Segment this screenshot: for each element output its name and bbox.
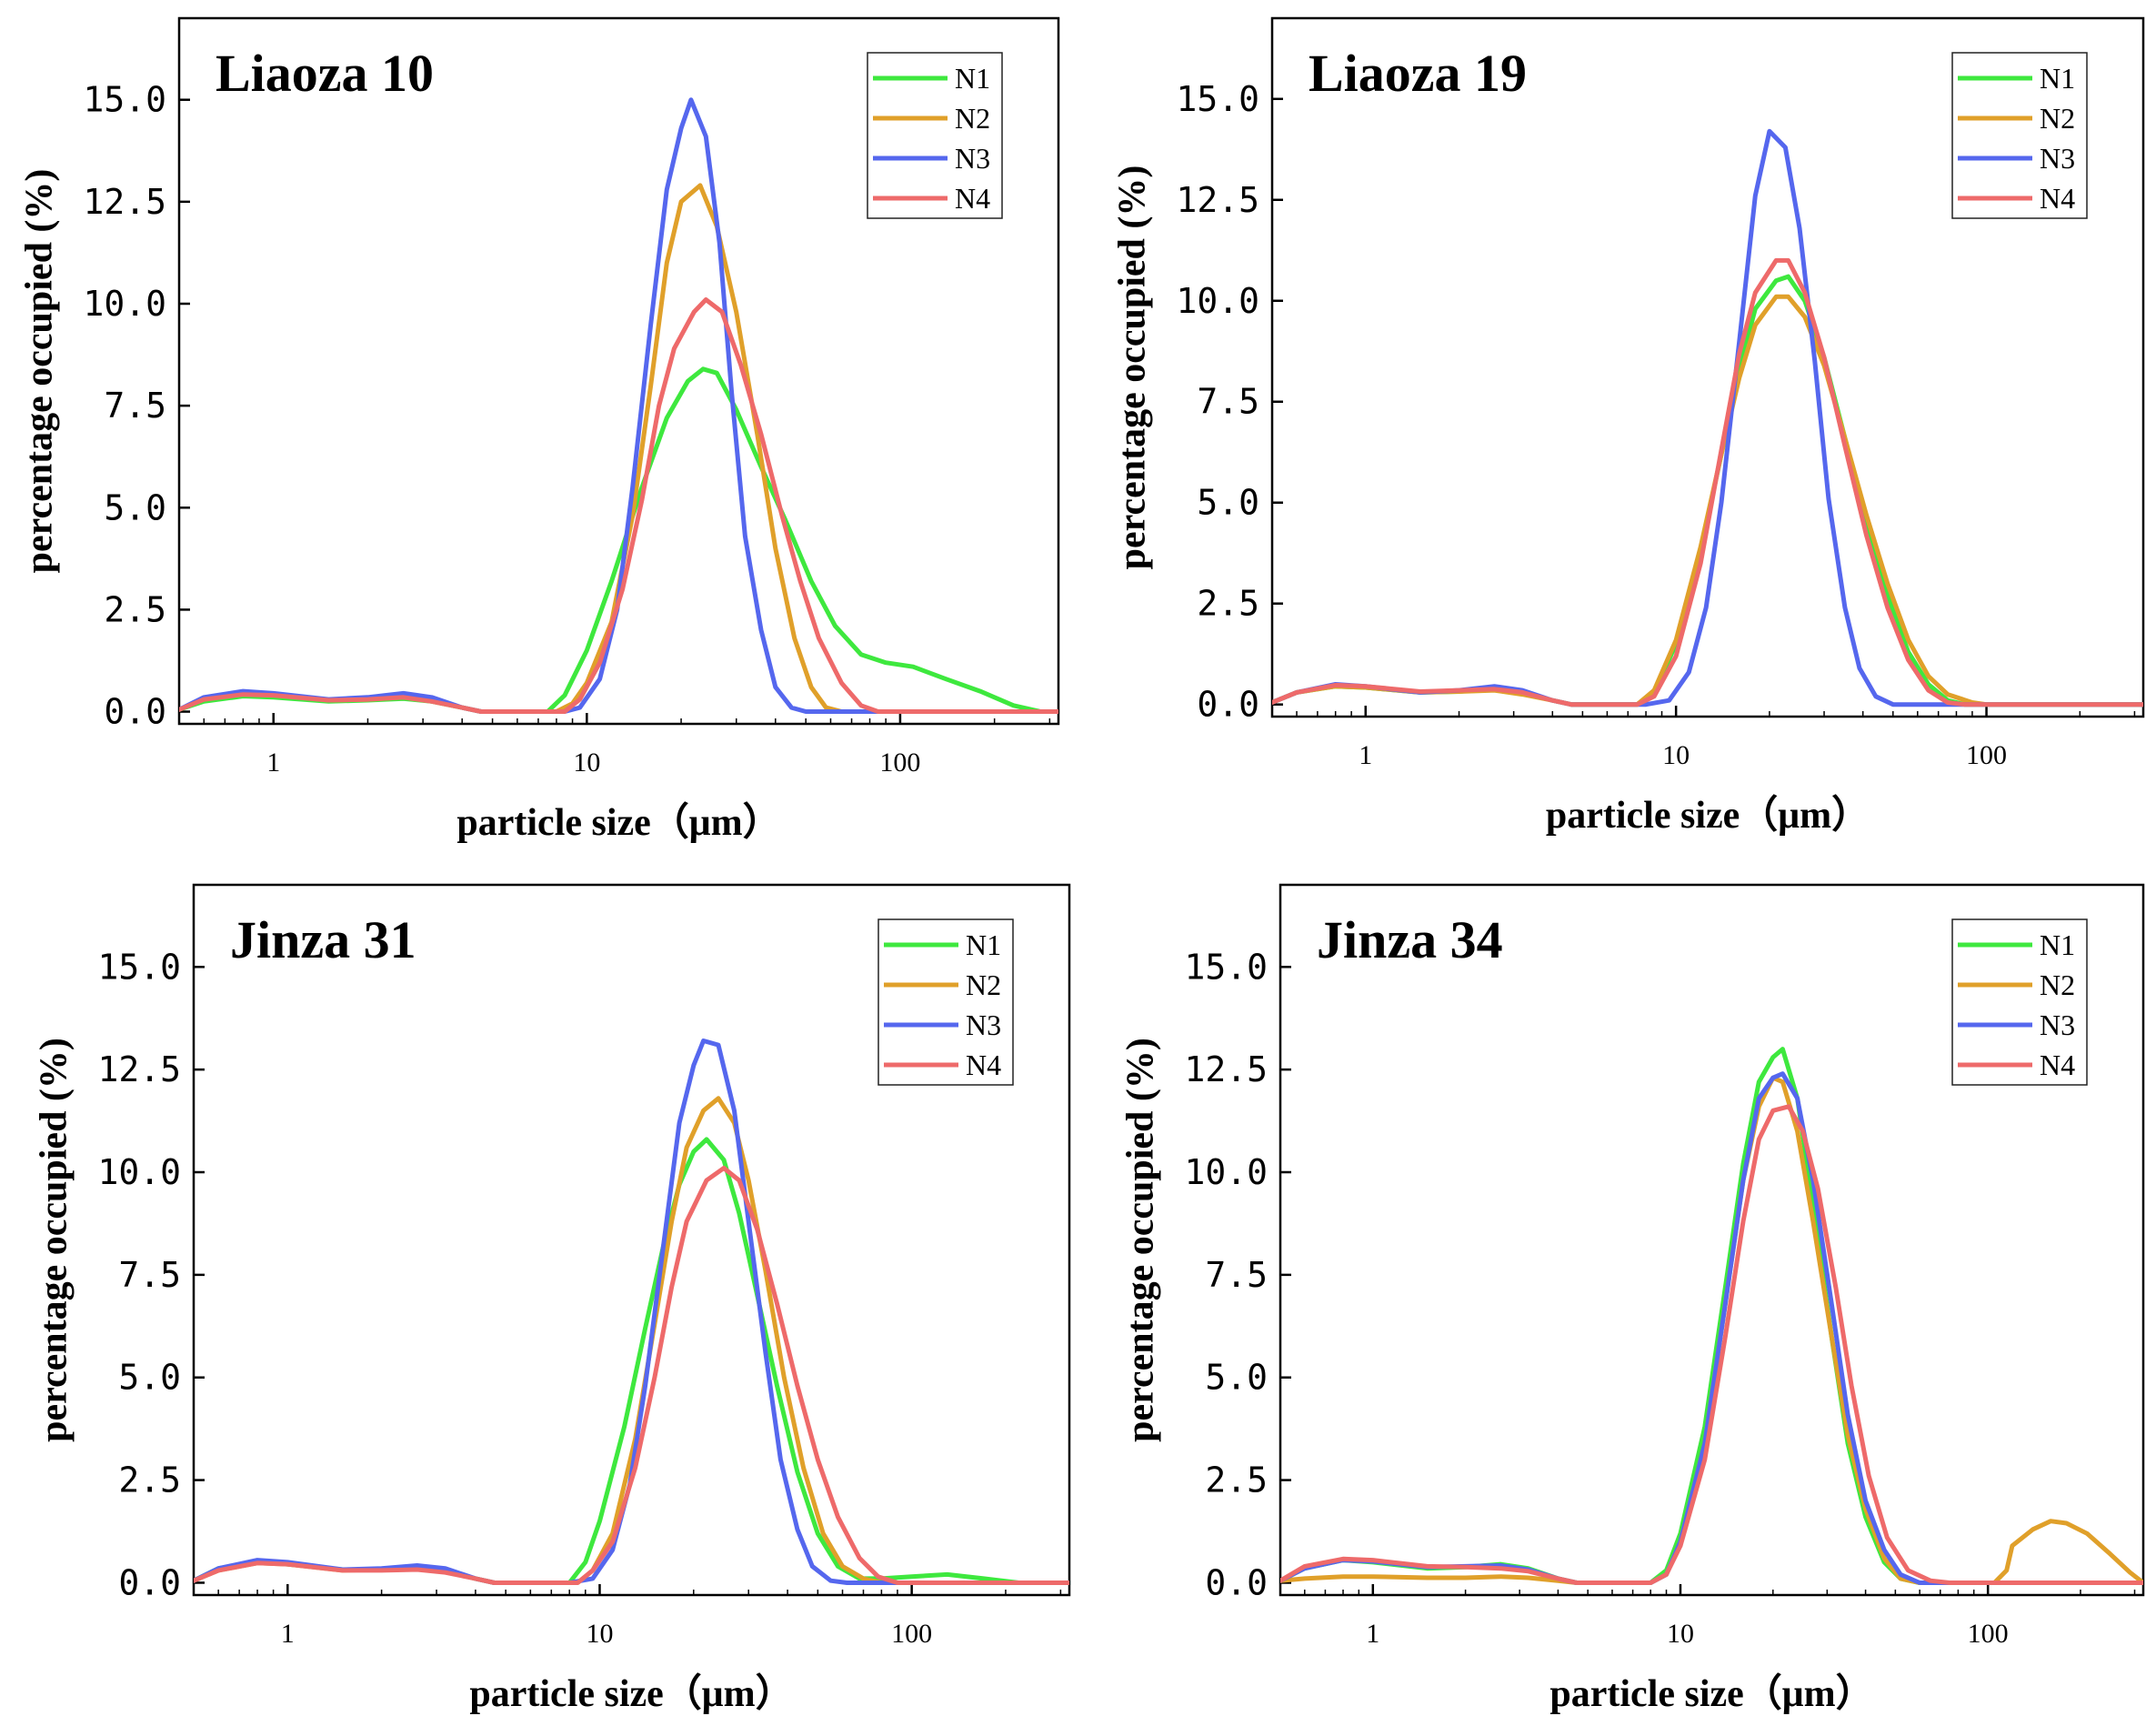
panel-title: Jinza 34 — [1317, 910, 1503, 969]
x-axis-title: particle size（μm） — [456, 801, 780, 844]
series-line-n3 — [194, 1039, 1069, 1585]
x-tick-label: 1 — [281, 1619, 295, 1649]
legend-label-n4: N4 — [955, 182, 990, 215]
y-tick-label: 2.5 — [1197, 584, 1259, 624]
y-axis-title: percentage occupied (%) — [34, 1038, 75, 1442]
y-tick-label: 15.0 — [97, 947, 181, 987]
legend-label-n2: N2 — [2040, 968, 2075, 1001]
series-lines — [1272, 128, 2143, 707]
y-tick-label: 12.5 — [1184, 1049, 1268, 1089]
y-tick-label: 7.5 — [1205, 1255, 1268, 1295]
x-tick-label: 1 — [1359, 740, 1372, 770]
y-tick-label: 2.5 — [104, 589, 166, 629]
series-line-n4 — [1280, 1104, 2143, 1585]
x-tick-label: 1 — [266, 748, 280, 778]
legend: N1 N2 N3 N4 — [877, 918, 1014, 1086]
legend-label-n3: N3 — [2040, 1008, 2075, 1041]
legend-label-n2: N2 — [966, 968, 1001, 1001]
x-tick-label: 10 — [1662, 740, 1690, 770]
y-tick-label: 2.5 — [118, 1460, 181, 1500]
legend-label-n2: N2 — [2040, 102, 2075, 135]
series-lines — [1280, 1047, 2143, 1585]
y-tick-label: 2.5 — [1205, 1460, 1268, 1500]
series-line-n2 — [1280, 1075, 2143, 1585]
legend-label-n4: N4 — [966, 1049, 1001, 1081]
legend-label-n1: N1 — [2040, 928, 2075, 961]
chart-panel-3: 0.0 2.5 5.0 7.5 10.0 12.5 15.0 1 10 100 particle s… — [34, 883, 1071, 1715]
y-tick-label: 0.0 — [104, 692, 166, 732]
plot-frame — [1279, 883, 2145, 1597]
x-axis-title: particle size（μm） — [1549, 1672, 1873, 1715]
legend-label-n3: N3 — [955, 142, 990, 175]
x-tick-label: 1 — [1366, 1619, 1379, 1649]
series-line-n1 — [1272, 274, 2143, 707]
chart-panel-4: 0.0 2.5 5.0 7.5 10.0 12.5 15.0 1 10 100 particle s… — [1120, 883, 2145, 1715]
y-tick-label: 0.0 — [1197, 685, 1259, 725]
x-axis-title: particle size（μm） — [1546, 794, 1870, 837]
y-tick-label: 5.0 — [118, 1358, 181, 1398]
y-tick-label: 15.0 — [1184, 947, 1268, 987]
legend-label-n3: N3 — [2040, 142, 2075, 175]
y-tick-label: 5.0 — [1205, 1358, 1268, 1398]
legend-label-n1: N1 — [2040, 62, 2075, 95]
y-axis-title: percentage occupied (%) — [1112, 166, 1154, 570]
y-axis-title: percentage occupied (%) — [19, 169, 61, 574]
legend: N1 N2 N3 N4 — [1951, 52, 2088, 219]
y-tick-label: 5.0 — [1197, 483, 1259, 523]
x-axis-title: particle size（μm） — [469, 1672, 793, 1715]
panel-title: Jinza 31 — [230, 910, 416, 969]
panel-title: Liaoza 10 — [216, 44, 434, 103]
x-tick-label: 100 — [891, 1619, 932, 1649]
series-line-n4 — [179, 297, 1058, 714]
panel-title: Liaoza 19 — [1309, 44, 1527, 103]
y-tick-label: 10.0 — [1176, 281, 1259, 321]
legend-label-n3: N3 — [966, 1008, 1001, 1041]
series-line-n3 — [1280, 1071, 2143, 1585]
y-tick-label: 12.5 — [97, 1049, 181, 1089]
y-tick-label: 0.0 — [118, 1562, 181, 1602]
y-axis-title: percentage occupied (%) — [1120, 1038, 1162, 1442]
chart-panel-1: 0.0 2.5 5.0 7.5 10.0 12.5 15.0 1 10 100 particle s… — [19, 16, 1060, 844]
series-line-n2 — [179, 183, 1058, 714]
series-lines — [179, 97, 1058, 714]
legend-label-n4: N4 — [2040, 1049, 2075, 1081]
y-tick-label: 10.0 — [83, 284, 166, 324]
series-line-n1 — [179, 366, 1058, 714]
y-tick-label: 10.0 — [97, 1152, 181, 1192]
legend: N1 N2 N3 N4 — [867, 52, 1003, 219]
x-tick-label: 10 — [586, 1619, 613, 1649]
legend-label-n1: N1 — [966, 928, 1001, 961]
legend-label-n4: N4 — [2040, 182, 2075, 215]
y-tick-label: 0.0 — [1205, 1562, 1268, 1602]
series-line-n2 — [1272, 294, 2143, 707]
x-tick-label: 100 — [1968, 1619, 2009, 1649]
plot-frame — [192, 883, 1071, 1597]
legend: N1 N2 N3 N4 — [1951, 918, 2088, 1086]
series-lines — [194, 1039, 1069, 1585]
x-tick-label: 10 — [573, 748, 600, 778]
series-line-n1 — [194, 1137, 1069, 1585]
y-tick-label: 12.5 — [83, 182, 166, 222]
y-tick-label: 10.0 — [1184, 1152, 1268, 1192]
series-line-n1 — [1280, 1047, 2143, 1585]
legend-label-n1: N1 — [955, 62, 990, 95]
y-tick-label: 5.0 — [104, 487, 166, 527]
plot-frame — [177, 16, 1060, 726]
y-tick-label: 15.0 — [83, 80, 166, 120]
x-tick-label: 100 — [1966, 740, 2007, 770]
y-tick-label: 15.0 — [1176, 79, 1259, 119]
series-line-n4 — [194, 1166, 1069, 1585]
y-tick-label: 7.5 — [104, 386, 166, 426]
series-line-n4 — [1272, 257, 2143, 707]
y-tick-label: 12.5 — [1176, 180, 1259, 220]
y-tick-label: 7.5 — [1197, 382, 1259, 422]
y-tick-label: 7.5 — [118, 1255, 181, 1295]
series-line-n2 — [194, 1096, 1069, 1585]
x-tick-label: 100 — [879, 748, 920, 778]
chart-panel-2: 0.0 2.5 5.0 7.5 10.0 12.5 15.0 1 10 100 particle s… — [1112, 16, 2145, 837]
legend-label-n2: N2 — [955, 102, 990, 135]
plot-frame — [1270, 16, 2145, 718]
x-tick-label: 10 — [1667, 1619, 1694, 1649]
